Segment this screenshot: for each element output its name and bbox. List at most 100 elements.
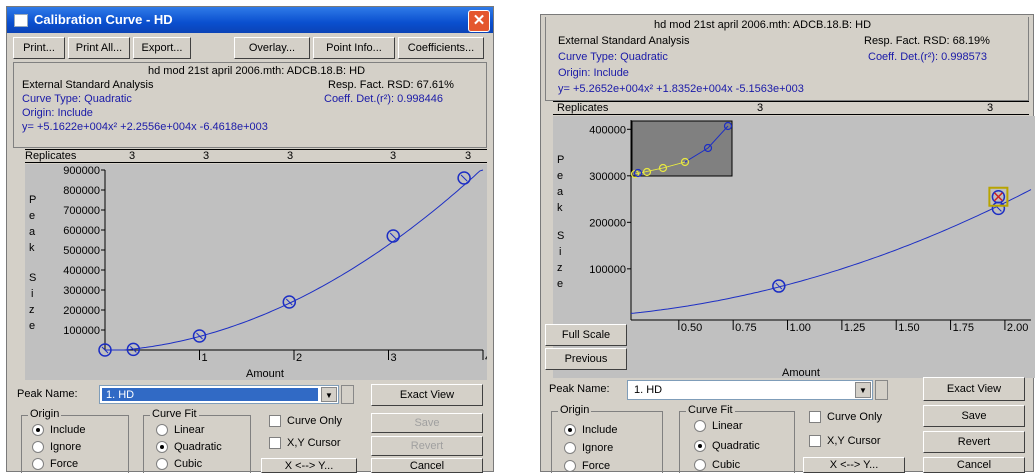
replicate-count: 3	[757, 102, 764, 114]
y-tick-label: 200000	[63, 305, 100, 317]
selected-point-box	[988, 186, 1009, 207]
overview-point	[703, 143, 713, 153]
selected-point-mark	[993, 192, 1003, 202]
xy-cursor-checkbox[interactable]: X,Y Cursor	[809, 435, 881, 448]
curve-only-checkbox[interactable]: Curve Only	[269, 415, 343, 428]
window-icon	[14, 14, 28, 27]
title-bar[interactable]: Calibration Curve - HD ✕	[7, 7, 493, 33]
fit-linear-radio[interactable]: Linear	[694, 420, 743, 433]
xy-cursor-checkbox[interactable]: X,Y Cursor	[269, 437, 341, 450]
fit-cubic-radio[interactable]: Cubic	[694, 459, 740, 472]
y-tick-label: 200000	[589, 217, 626, 229]
peak-name-select[interactable]: 1. HD ▼	[627, 380, 873, 400]
swap-xy-button[interactable]: X <--> Y...	[803, 457, 905, 473]
exact-view-button[interactable]: Exact View	[371, 384, 483, 406]
x-axis-label: Amount	[782, 367, 820, 378]
chevron-down-icon[interactable]: ▼	[321, 387, 337, 402]
y-tick-label: 400000	[589, 124, 626, 136]
fit-cubic-radio[interactable]: Cubic	[156, 458, 202, 471]
data-point	[457, 171, 471, 185]
window-title: Calibration Curve - HD	[34, 12, 173, 27]
origin-ignore-radio[interactable]: Ignore	[564, 442, 613, 455]
origin-group: Origin Include Ignore Force	[551, 404, 663, 473]
origin-group-label: Origin	[28, 408, 62, 420]
data-point-mark	[101, 346, 109, 354]
radio-label: Quadratic	[174, 441, 222, 453]
y-tick-label: 700000	[63, 205, 100, 217]
peak-name-select[interactable]: 1. HD ▼	[99, 385, 339, 404]
y-axis-letter: z	[557, 262, 563, 274]
coefficients-button[interactable]: Coefficients...	[398, 37, 484, 59]
left-calibration-window: Calibration Curve - HD ✕ Print... Print …	[6, 6, 494, 473]
y-axis-letter: a	[557, 186, 564, 198]
origin-line: Origin: Include	[22, 107, 93, 119]
checkbox-label: Curve Only	[287, 415, 343, 427]
fit-linear-radio[interactable]: Linear	[156, 424, 205, 437]
exact-view-button[interactable]: Exact View	[923, 377, 1025, 401]
y-axis-letter: z	[29, 304, 35, 316]
radio-label: Ignore	[50, 441, 82, 453]
save-button[interactable]: Save	[923, 405, 1025, 427]
y-axis-letter: S	[29, 272, 37, 284]
swap-xy-button[interactable]: X <--> Y...	[261, 458, 357, 473]
save-button[interactable]: Save	[371, 413, 483, 433]
method-line: hd mod 21st april 2006.mth: ADCB.18.B: H…	[654, 19, 872, 31]
cancel-button[interactable]: Cancel	[371, 458, 483, 473]
fit-curve	[630, 189, 1032, 314]
origin-ignore-radio[interactable]: Ignore	[32, 441, 82, 454]
origin-group: Origin Include Ignore Force	[21, 408, 129, 473]
x-tick-label: 0.75	[735, 322, 756, 334]
radio-label: Include	[50, 424, 86, 436]
x-tick-label: 1.25	[844, 322, 865, 334]
curve-type: Curve Type: Quadratic	[558, 51, 668, 63]
export-button[interactable]: Export...	[133, 37, 191, 59]
revert-button[interactable]: Revert	[923, 431, 1025, 453]
origin-force-radio[interactable]: Force	[564, 460, 610, 473]
data-point-mark	[460, 174, 468, 182]
origin-include-radio[interactable]: Include	[564, 424, 618, 437]
origin-force-radio[interactable]: Force	[32, 458, 78, 471]
fit-quadratic-radio[interactable]: Quadratic	[156, 441, 222, 454]
revert-button[interactable]: Revert	[371, 436, 483, 456]
origin-include-radio[interactable]: Include	[32, 424, 86, 437]
y-tick-label: 500000	[63, 245, 100, 257]
data-point	[772, 279, 786, 293]
replicates-label: Replicates	[557, 102, 609, 114]
cancel-button[interactable]: Cancel	[923, 457, 1025, 473]
left-chart-svg: 100000 200000 300000 400000 500000 600000 7000…	[63, 165, 487, 380]
replicates-header: Replicates 3 3	[553, 101, 1029, 115]
y-axis-letter: e	[29, 210, 36, 222]
previous-button[interactable]: Previous	[545, 348, 627, 370]
full-scale-button[interactable]: Full Scale	[545, 324, 627, 346]
peak-spinner[interactable]	[341, 385, 354, 404]
print-button[interactable]: Print...	[13, 37, 65, 59]
y-axis-letter: i	[31, 288, 34, 300]
calibration-chart[interactable]: P e a k S i z e 100000 200000 300000 400000…	[553, 116, 1035, 378]
peak-spinner[interactable]	[875, 380, 888, 400]
print-all-button[interactable]: Print All...	[68, 37, 130, 59]
fit-quadratic-radio[interactable]: Quadratic	[694, 440, 760, 453]
data-point-mark	[775, 282, 783, 290]
checkbox-label: X,Y Cursor	[827, 435, 881, 447]
y-axis-letter: S	[557, 230, 565, 242]
y-axis-letter: a	[29, 226, 36, 238]
radio-label: Linear	[712, 420, 743, 432]
data-point-mark	[285, 298, 293, 306]
coeff-det: Coeff. Det.(r²): 0.998446	[324, 93, 444, 105]
chevron-down-icon[interactable]: ▼	[855, 382, 871, 398]
y-tick-label: 100000	[589, 264, 626, 276]
y-tick-label: 300000	[589, 171, 626, 183]
point-info-button[interactable]: Point Info...	[313, 37, 395, 59]
data-point	[991, 189, 1006, 204]
origin-line: Origin: Include	[558, 67, 629, 79]
y-axis-letter: e	[29, 320, 36, 332]
plot-area	[105, 170, 483, 350]
overlay-button[interactable]: Overlay...	[234, 37, 310, 59]
replicates-header: Replicates 3 3 3 3 3	[25, 149, 487, 163]
radio-label: Include	[582, 424, 618, 436]
y-axis-letter: k	[29, 242, 35, 254]
calibration-chart[interactable]: P e a k S i z e 100000 200000 300000 400000…	[25, 164, 487, 380]
close-icon[interactable]: ✕	[468, 10, 490, 32]
data-point	[126, 342, 141, 357]
curve-only-checkbox[interactable]: Curve Only	[809, 411, 882, 424]
